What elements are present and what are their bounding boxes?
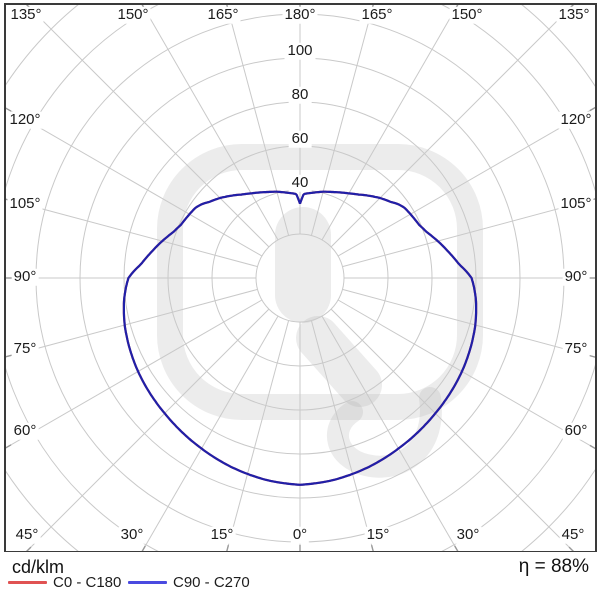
intensity-curves — [122, 190, 478, 486]
unit-label: cd/klm — [12, 557, 65, 577]
c0-c180-line-swatch — [8, 581, 47, 584]
efficiency-label: η = 88% — [518, 556, 589, 577]
c90-c270-line-swatch — [128, 581, 167, 584]
legend: cd/klm C0 - C180 C90 - C270 η = 88% — [0, 552, 600, 600]
c0-c180-label: C0 - C180 — [53, 574, 122, 591]
curve-c90-c270 — [122, 190, 478, 486]
watermark-logo — [157, 144, 483, 478]
c90-c270-label: C90 - C270 — [173, 574, 250, 591]
